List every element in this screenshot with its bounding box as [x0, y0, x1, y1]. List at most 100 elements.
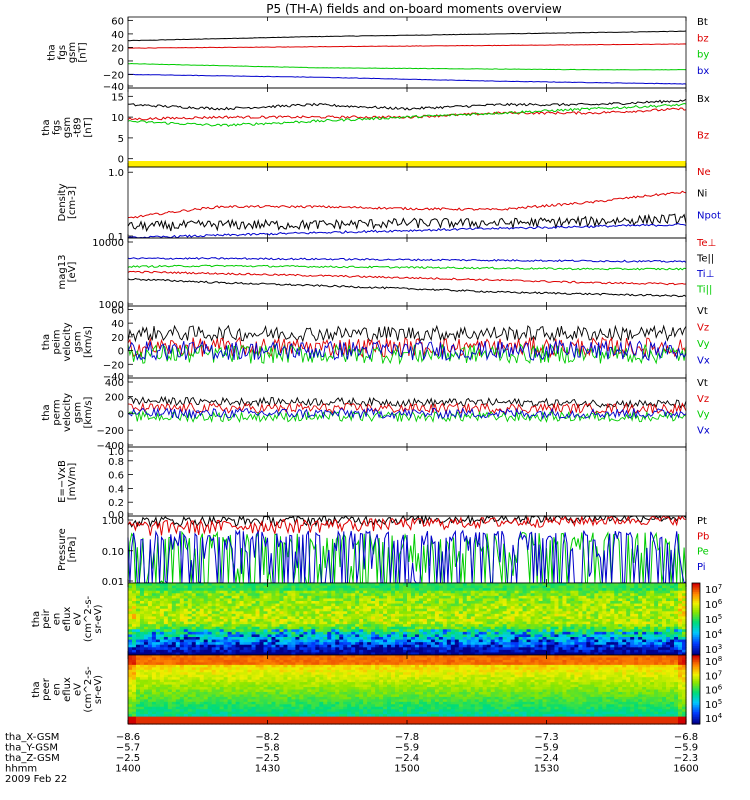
heatmap-cell [263, 585, 269, 589]
heatmap-cell [490, 593, 496, 597]
heatmap-cell [231, 606, 237, 610]
heatmap-cell [151, 655, 157, 659]
heatmap-cell [143, 701, 149, 705]
heatmap-cell [662, 647, 667, 651]
heatmap-cell [494, 590, 500, 594]
heatmap-cell [383, 649, 388, 654]
heatmap-cell [267, 631, 273, 636]
heatmap-cell [203, 621, 209, 625]
heatmap-cell [231, 601, 237, 605]
heatmap-cell [227, 719, 233, 723]
heatmap-cell [478, 601, 484, 605]
heatmap-cell [183, 684, 189, 688]
heatmap-cell [502, 608, 508, 612]
legend-Bt: Bt [697, 17, 708, 28]
heatmap-cell [255, 619, 261, 623]
heatmap-cell [558, 649, 564, 654]
heatmap-cell [271, 595, 277, 600]
heatmap-cell [255, 588, 261, 592]
heatmap-cell [371, 606, 376, 610]
heatmap-cell [159, 629, 165, 633]
heatmap-cell [470, 585, 476, 589]
heatmap-cell [287, 642, 293, 646]
heatmap-cell [255, 629, 261, 633]
heatmap-cell [219, 701, 225, 705]
heatmap-cell [355, 595, 360, 600]
heatmap-cell [215, 631, 221, 636]
heatmap-cell [207, 621, 213, 625]
heatmap-cell [191, 716, 197, 720]
heatmap-cell [434, 637, 440, 641]
heatmap-cell [231, 590, 237, 594]
heatmap-cell [379, 621, 384, 625]
heatmap-cell [642, 621, 647, 625]
heatmap-cell [131, 711, 137, 715]
heatmap-cell [542, 621, 548, 625]
heatmap-cell [159, 694, 165, 698]
heatmap-cell [414, 621, 420, 625]
colorbar-segment [692, 646, 700, 649]
heatmap-cell [207, 667, 213, 671]
heatmap-cell [151, 649, 157, 654]
heatmap-cell [450, 598, 456, 602]
heatmap-cell [327, 583, 332, 587]
heatmap-cell [343, 616, 348, 620]
heatmap-cell [163, 588, 169, 592]
heatmap-cell [630, 647, 635, 651]
heatmap-cell [562, 624, 568, 628]
heatmap-cell [630, 608, 635, 612]
heatmap-cell [666, 649, 671, 654]
heatmap-cell [303, 588, 308, 592]
heatmap-cell [143, 608, 149, 612]
heatmap-cell [315, 647, 320, 651]
heatmap-cell [586, 598, 591, 602]
heatmap-cell [391, 585, 396, 589]
heatmap-cell [630, 629, 635, 633]
heatmap-cell [474, 621, 480, 625]
heatmap-cell [263, 649, 269, 654]
heatmap-cell [522, 631, 528, 636]
heatmap-cell [478, 649, 484, 654]
heatmap-cell [506, 595, 512, 600]
heatmap-cell [626, 595, 631, 600]
heatmap-cell [323, 652, 328, 656]
heatmap-cell [135, 606, 141, 610]
heatmap-cell [606, 649, 611, 654]
heatmap-cell [371, 642, 376, 646]
heatmap-cell [434, 603, 440, 607]
ytick-label: 0.4 [108, 484, 124, 495]
series-Ti⊥ [127, 256, 687, 263]
heatmap-cell [646, 611, 651, 615]
heatmap-cell [235, 639, 241, 643]
heatmap-cell [159, 687, 165, 691]
heatmap-cell [159, 601, 165, 605]
heatmap-cell [211, 657, 217, 661]
heatmap-cell [227, 674, 233, 678]
heatmap-cell [558, 583, 564, 587]
heatmap-cell [227, 672, 233, 676]
heatmap-cell [211, 649, 217, 654]
heatmap-cell [542, 588, 548, 592]
heatmap-cell [155, 679, 161, 683]
heatmap-cell [211, 585, 217, 589]
heatmap-cell [327, 649, 332, 654]
heatmap-cell [227, 711, 233, 715]
heatmap-cell [371, 603, 376, 607]
heatmap-cell [283, 644, 289, 648]
heatmap-cell [626, 590, 631, 594]
heatmap-cell [251, 595, 257, 600]
heatmap-cell [666, 634, 671, 638]
heatmap-cell [530, 652, 536, 656]
heatmap-cell [143, 616, 149, 620]
heatmap-cell [534, 611, 540, 615]
heatmap-cell [610, 590, 615, 594]
heatmap-cell [434, 590, 440, 594]
heatmap-cell [295, 637, 300, 641]
heatmap-cell [430, 611, 436, 615]
heatmap-cell [498, 601, 504, 605]
heatmap-cell [355, 629, 360, 633]
heatmap-cell [195, 659, 201, 663]
heatmap-cell [247, 629, 253, 633]
colorbar-segment [692, 588, 700, 591]
heatmap-cell [263, 624, 269, 628]
